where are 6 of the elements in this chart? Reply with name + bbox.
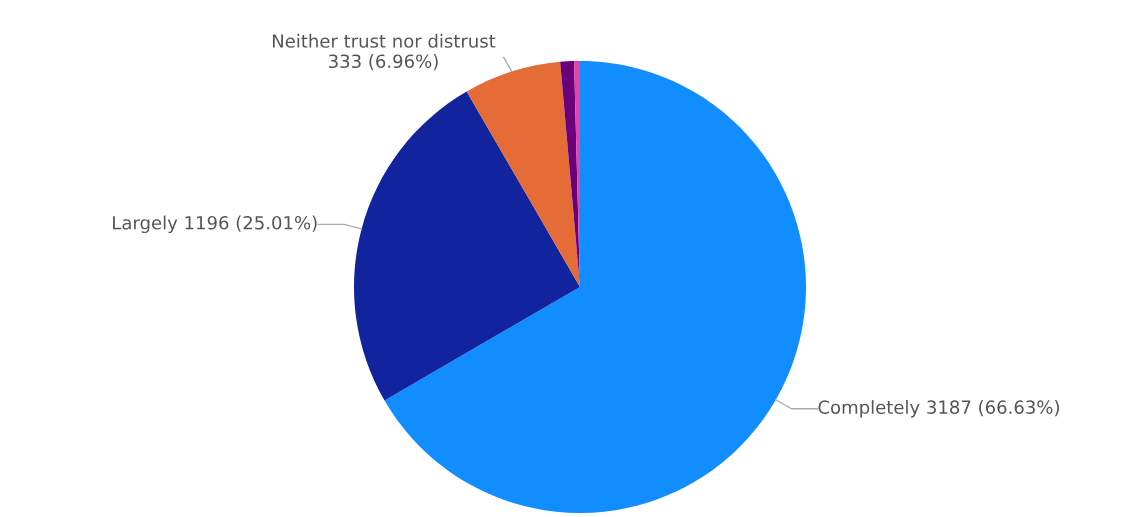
slice-label: Completely 3187 (66.63%) — [818, 400, 1059, 418]
pie-slice — [466, 61, 580, 287]
data-label: 333 (6.96%) — [329, 54, 438, 71]
slice-label: Largely 1196 (25.01%) — [113, 215, 317, 234]
pie-slice — [354, 91, 580, 401]
slice-label: Neither trust nor distrust — [272, 33, 496, 48]
